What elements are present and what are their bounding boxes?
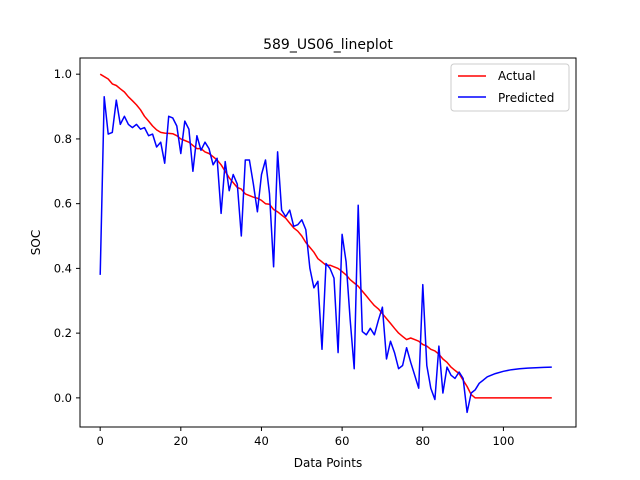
y-tick-label: 0.8: [54, 132, 72, 146]
x-tick-label: 80: [415, 434, 430, 448]
chart-title: 589_US06_lineplot: [263, 37, 393, 53]
x-tick-label: 20: [173, 434, 188, 448]
y-tick-label: 0.4: [54, 261, 72, 275]
legend-label-actual: Actual: [498, 69, 536, 83]
x-axis: 0 20 40 60 80 100: [96, 427, 514, 448]
x-tick-label: 60: [335, 434, 350, 448]
plot-frame: [79, 57, 577, 428]
x-tick-label: 40: [254, 434, 269, 448]
legend-label-predicted: Predicted: [498, 91, 554, 105]
y-axis-label: SOC: [29, 230, 43, 255]
y-tick-label: 1.0: [54, 67, 72, 81]
x-tick-label: 100: [492, 434, 514, 448]
x-tick-label: 0: [96, 434, 103, 448]
plot-lines: [99, 73, 552, 414]
x-axis-label: Data Points: [294, 456, 363, 470]
y-axis: 0.0 0.2 0.4 0.6 0.8 1.0: [54, 67, 80, 405]
y-tick-label: 0.6: [54, 197, 72, 211]
legend: Actual Predicted: [450, 63, 570, 112]
y-tick-label: 0.0: [54, 391, 72, 405]
series-line-predicted: [99, 96, 552, 414]
y-tick-label: 0.2: [54, 326, 72, 340]
